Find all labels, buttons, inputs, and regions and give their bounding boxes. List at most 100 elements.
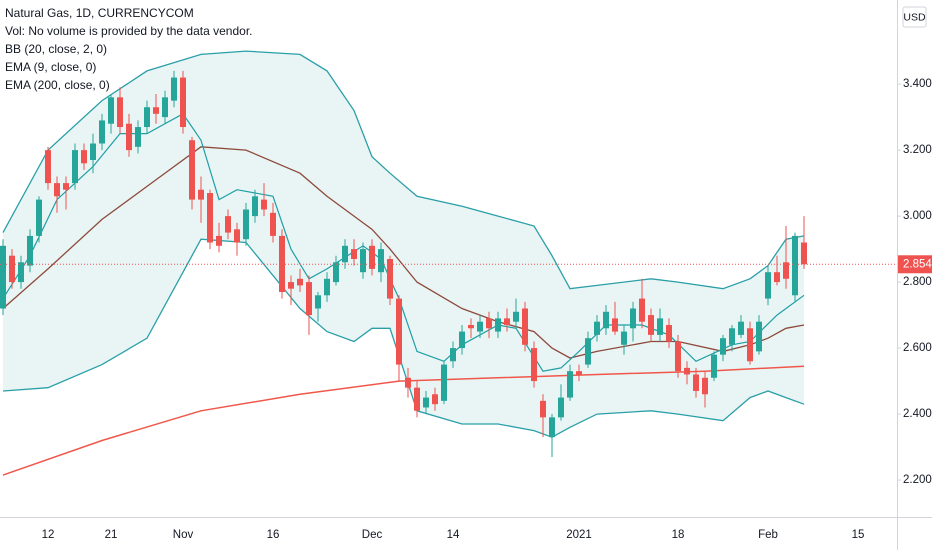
candle-body [792,235,798,296]
candle-body [261,199,267,210]
candle-body [81,150,87,164]
candle-body [0,245,6,309]
candle-body [315,295,321,309]
x-tick-label: Nov [173,529,194,541]
y-tick-label: 2.200 [903,474,932,486]
candle-body [783,262,789,279]
x-tick-label: 15 [852,529,865,541]
candle-body [234,229,240,243]
candle-body [468,324,474,329]
candle-body [9,255,15,283]
candle-body [405,377,411,388]
candle-body [306,282,312,316]
candle-body [495,318,501,332]
candle-body [378,249,384,273]
candle-body [558,397,564,418]
candle-body [486,318,492,329]
candle-body [711,354,717,378]
chart-title: Natural Gas, 1D, CURRENCYCOM [5,6,194,20]
candle-body [36,199,42,236]
candle-body [18,262,24,283]
currency-label: USD [903,11,926,23]
currency-box[interactable] [902,6,927,28]
candle-body [801,242,807,265]
last-price-tag [898,255,932,274]
candle-body [513,311,519,322]
ema-200-line [2,365,805,476]
candle-body [396,298,402,365]
candle-body [198,189,204,200]
candle-body [207,193,213,243]
candle-body [450,348,456,362]
candle-body [90,143,96,161]
candle-body [72,150,78,184]
candle-body [54,183,60,197]
legend-entry: EMA (9, close, 0) [5,60,96,74]
bb-lower-line [2,238,805,438]
legend-entry: BB (20, close, 2, 0) [5,42,107,56]
candle-body [108,97,114,124]
x-tick-label: 21 [105,529,118,541]
x-tick-label: Dec [362,529,383,541]
candle-body [189,140,195,200]
bb-upper-line [2,50,805,290]
candle-body [342,245,348,263]
candle-body [531,348,537,382]
candle-body [549,417,555,438]
candle-body [297,278,303,286]
candle-body [684,367,690,375]
candle-body [504,318,510,325]
candle-body [621,331,627,345]
candle-body [765,272,771,299]
candle-body [153,107,159,114]
candle-body [729,328,735,345]
candle-body [747,328,753,362]
legend-entry: EMA (200, close, 0) [5,78,110,92]
candle-body [45,150,51,184]
candle-body [432,394,438,405]
note: Vol: No volume is provided by the data v… [5,24,252,38]
y-tick-label: 2.600 [903,342,932,354]
y-tick-label: 3.400 [903,78,932,90]
candle-body [774,272,780,283]
candle-body [756,321,762,352]
x-tick-label: 2021 [566,529,592,541]
candle-body [477,321,483,332]
candle-body [693,374,699,391]
candle-body [585,338,591,365]
candle-body [216,235,222,246]
candle-body [324,278,330,296]
candle-body [666,324,672,342]
candle-body [171,77,177,101]
last-price-label: 2.854 [903,258,932,270]
candle-body [720,338,726,355]
candle-body [387,258,393,299]
candle-body [567,371,573,398]
x-tick-label: 14 [447,529,460,541]
candle-body [441,364,447,401]
candle-body [117,97,123,128]
candle-body [333,262,339,283]
x-tick-label: Feb [758,529,778,541]
candle-body [252,196,258,217]
candle-body [360,249,366,273]
candle-body [702,377,708,395]
x-tick-label: 12 [42,529,55,541]
y-tick-label: 2.800 [903,276,932,288]
candle-body [522,308,528,345]
candle-body [351,249,357,259]
candle-body [162,97,168,118]
y-tick-label: 3.200 [903,144,932,156]
candle-body [459,331,465,349]
candle-body [270,212,276,236]
candle-body [144,107,150,128]
plot-area [0,50,897,476]
candle-body [243,209,249,240]
candle-body [63,183,69,190]
x-tick-label: 18 [672,529,685,541]
candle-body [180,77,186,128]
candle-body [657,318,663,335]
candle-body [225,216,231,233]
candle-body [288,282,294,289]
